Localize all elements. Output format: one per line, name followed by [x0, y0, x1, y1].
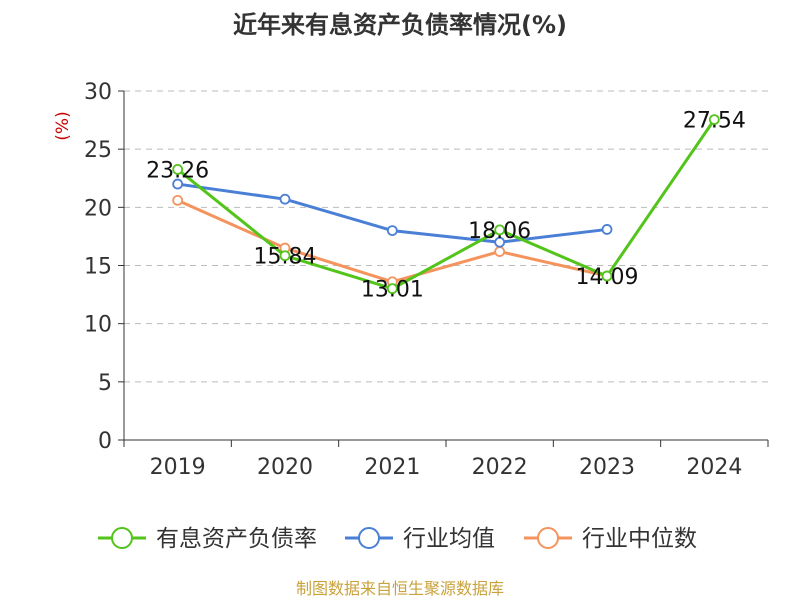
data-labels: 23.26 15.84 13.01 18.06 14.09 27.54: [146, 109, 746, 303]
axes: [118, 90, 769, 447]
x-tick-label: 2022: [472, 455, 528, 480]
series-2: [172, 194, 613, 288]
y-tick-labels: 0 5 10 15 20 25 30: [84, 80, 112, 454]
legend-item: 行业中位数: [524, 526, 697, 552]
chart-title: 近年来有息资产负债率情况(%): [233, 11, 567, 39]
legend-label: 行业均值: [403, 526, 495, 552]
data-label: 13.01: [361, 278, 424, 303]
data-point: [386, 283, 398, 295]
y-tick-label: 5: [98, 371, 112, 396]
legend-label: 有息资产负债率: [156, 526, 317, 552]
data-point: [172, 194, 184, 206]
legend-item: 有息资产负债率: [98, 526, 317, 552]
data-point: [708, 114, 720, 126]
legend-item: 行业均值: [345, 526, 495, 552]
x-tick-label: 2019: [150, 455, 206, 480]
data-point: [172, 164, 184, 175]
y-tick-label: 25: [84, 138, 112, 163]
data-point: [279, 193, 291, 205]
y-tick-label: 0: [98, 429, 112, 454]
data-point: [172, 178, 184, 190]
data-label: 18.06: [468, 219, 531, 244]
series-0: [172, 114, 720, 295]
legend-swatch-marker: [111, 527, 133, 549]
legend: 有息资产负债率 行业均值 行业中位数: [98, 526, 697, 552]
y-tick-label: 15: [84, 255, 112, 280]
data-label: 14.09: [576, 265, 639, 290]
data-point: [494, 224, 506, 236]
y-tick-label: 30: [84, 80, 112, 105]
legend-label: 行业中位数: [582, 526, 697, 552]
x-tick-label: 2023: [579, 455, 635, 480]
data-point: [601, 270, 613, 282]
x-tick-label: 2024: [686, 455, 742, 480]
series-line: [176, 118, 716, 291]
data-label: 15.84: [254, 245, 317, 270]
source-note: 制图数据来自恒生聚源数据库: [296, 579, 504, 598]
data-label: 23.26: [146, 158, 209, 183]
data-label: 27.54: [683, 109, 746, 134]
series-1: [172, 178, 613, 248]
legend-swatch-marker: [537, 527, 559, 549]
data-point: [494, 236, 506, 248]
y-tick-label: 10: [84, 313, 112, 338]
data-point: [386, 225, 398, 237]
y-axis-unit-label: (%): [53, 111, 73, 140]
data-point: [279, 250, 291, 262]
x-tick-label: 2021: [364, 455, 420, 480]
data-point: [494, 246, 506, 257]
series-lines: [172, 114, 720, 295]
x-tick-labels: 2019 2020 2021 2022 2023 2024: [150, 455, 743, 480]
x-tick-label: 2020: [257, 455, 313, 480]
data-point: [601, 224, 613, 235]
y-tick-label: 20: [84, 196, 112, 221]
series-line: [176, 198, 609, 284]
legend-swatch-marker: [358, 527, 380, 549]
